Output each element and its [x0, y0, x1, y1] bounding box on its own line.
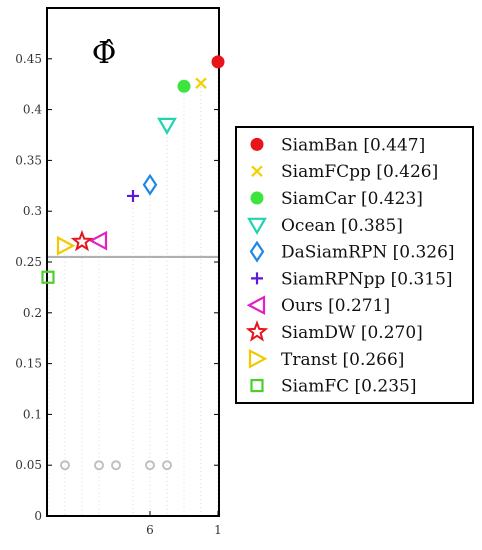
y-tick-label: 0.25 — [15, 255, 42, 269]
y-tick-label: 0.35 — [15, 153, 42, 167]
plot-frame — [46, 7, 220, 517]
y-tick-label: 0.15 — [15, 357, 42, 371]
legend-marker-siamdw — [245, 320, 269, 342]
legend-label-siamdw: SiamDW [0.270] — [281, 323, 423, 343]
y-tick-label: 0.3 — [23, 204, 42, 218]
legend-label-transt: Transt [0.266] — [281, 350, 404, 370]
data-point-transt — [56, 235, 76, 256]
baseline-marker — [60, 460, 70, 471]
legend-marker-ocean — [247, 217, 267, 236]
baseline-markers-layer — [60, 460, 172, 471]
data-points-layer — [41, 55, 225, 284]
legend-label-siamrpnpp: SiamRPNpp [0.315] — [281, 269, 453, 289]
legend-marker-siamcar — [250, 191, 264, 205]
legend-label-siamfc: SiamFC [0.235] — [281, 377, 416, 397]
axes-layer: 0 0.05 0.1 0.15 0.2 0.25 0.3 0.35 0.4 0.45 6 1 — [15, 7, 222, 537]
legend-marker-siamfc — [250, 379, 264, 393]
baseline-marker — [111, 460, 121, 471]
legend-label-ocean: Ocean [0.385] — [281, 216, 403, 236]
legend: SiamBan [0.447] SiamFCpp [0.426] SiamCar [… — [235, 126, 474, 404]
data-point-ours — [88, 230, 108, 251]
y-tick-label: 0 — [34, 509, 42, 523]
data-point-dasiamrpn — [142, 173, 158, 196]
y-tick-label: 0.2 — [23, 306, 42, 320]
data-point-siamcar — [177, 79, 191, 93]
baseline-marker — [145, 460, 155, 471]
legend-label-dasiamrpn: DaSiamRPN [0.326] — [281, 243, 455, 263]
baseline-marker — [94, 460, 104, 471]
y-tick-label: 0.4 — [23, 103, 42, 117]
stem-lines-layer — [47, 61, 219, 516]
legend-marker-transt — [248, 348, 268, 369]
legend-marker-siamfcpp — [251, 165, 263, 177]
data-point-siamrpnpp — [127, 189, 139, 202]
legend-label-siamcar: SiamCar [0.423] — [281, 189, 423, 209]
legend-label-siamban: SiamBan [0.447] — [281, 135, 425, 155]
legend-box — [235, 126, 474, 404]
legend-marker-ours — [246, 295, 266, 316]
legend-marker-siamban — [250, 137, 264, 151]
chart-title: Φ̂ — [92, 36, 117, 71]
y-tick-label: 0.1 — [23, 407, 42, 421]
data-point-siamfc — [41, 270, 55, 284]
data-point-siamban — [211, 55, 225, 69]
legend-label-siamfcpp: SiamFCpp [0.426] — [281, 162, 438, 182]
x-tick-label: 1 — [214, 523, 222, 537]
data-point-siamfcpp — [195, 77, 207, 89]
data-point-siamdw — [70, 229, 94, 252]
legend-marker-dasiamrpn — [249, 240, 265, 263]
data-point-ocean — [157, 117, 177, 136]
legend-label-ours: Ours [0.271] — [281, 296, 390, 316]
y-tick-label: 0.05 — [15, 458, 42, 472]
legend-marker-siamrpnpp — [251, 272, 263, 285]
baseline-marker — [162, 460, 172, 471]
x-tick-label: 6 — [146, 523, 154, 537]
y-tick-label: 0.45 — [15, 52, 42, 66]
